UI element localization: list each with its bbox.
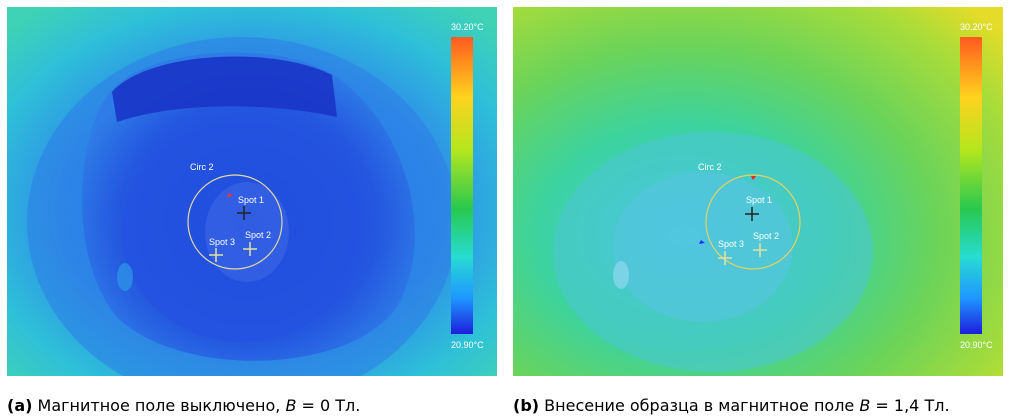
color-scale-bar (960, 37, 982, 334)
reflection (613, 261, 629, 289)
caption-a-var: B (285, 396, 297, 415)
spot-3-marker: Spot 3 (718, 239, 744, 265)
reflection (117, 263, 133, 291)
spot-1-marker: Spot 1 (745, 195, 772, 221)
hot-marker (227, 193, 233, 197)
spot-2-marker: Spot 2 (753, 231, 779, 257)
spot-2-marker: Spot 2 (243, 230, 271, 256)
spot-1-marker: Spot 1 (237, 195, 264, 220)
thermal-image-a: Circ 2 Spot 1 Spot 2 Spot 3 30.20°C 20.9… (7, 7, 497, 376)
cold-marker (699, 240, 705, 244)
circ-2-circle (187, 174, 283, 270)
spot-1-label: Spot 1 (746, 195, 772, 205)
caption-b-text: Внесение образца в магнитное поле (539, 396, 860, 415)
spot-3-label: Spot 3 (209, 237, 235, 247)
scale-max-label: 30.20°C (960, 22, 993, 32)
spot-1-label: Spot 1 (238, 195, 264, 205)
scale-max-label: 30.20°C (451, 22, 484, 32)
circ-2-label: Circ 2 (190, 162, 214, 172)
spot-3-marker: Spot 3 (209, 237, 235, 262)
cup-rim-shadow (112, 56, 337, 122)
granules (205, 182, 289, 282)
cup-center (613, 172, 793, 322)
thermal-image-b: Circ 2 Spot 1 Spot 2 Spot 3 30.20°C 20.9… (513, 7, 1003, 376)
caption-a-tail: = 0 Тл. (296, 396, 361, 415)
caption-a-tag: (a) (7, 396, 33, 415)
scale-min-label: 20.90°C (451, 340, 484, 350)
scale-min-label: 20.90°C (960, 340, 993, 350)
cup-cool-zone (553, 132, 873, 372)
caption-b-tag: (b) (513, 396, 540, 415)
caption-b-var: B (859, 396, 871, 415)
caption-b: (b) Внесение образца в магнитное поле B … (513, 396, 950, 415)
caption-a-text: Магнитное поле выключено, (32, 396, 286, 415)
circ-2-circle (705, 174, 801, 270)
hot-marker (751, 176, 756, 180)
thermal-image-b-svg: Circ 2 Spot 1 Spot 2 Spot 3 30.20°C 20.9… (513, 7, 1003, 376)
thermal-image-a-svg: Circ 2 Spot 1 Spot 2 Spot 3 30.20°C 20.9… (7, 7, 497, 376)
spot-3-label: Spot 3 (718, 239, 744, 249)
color-scale-bar (451, 37, 473, 334)
spot-2-label: Spot 2 (245, 230, 271, 240)
circ-2-label: Circ 2 (698, 162, 722, 172)
caption-a: (a) Магнитное поле выключено, B = 0 Тл. (7, 396, 360, 415)
caption-b-tail: = 1,4 Тл. (870, 396, 950, 415)
spot-2-label: Spot 2 (753, 231, 779, 241)
